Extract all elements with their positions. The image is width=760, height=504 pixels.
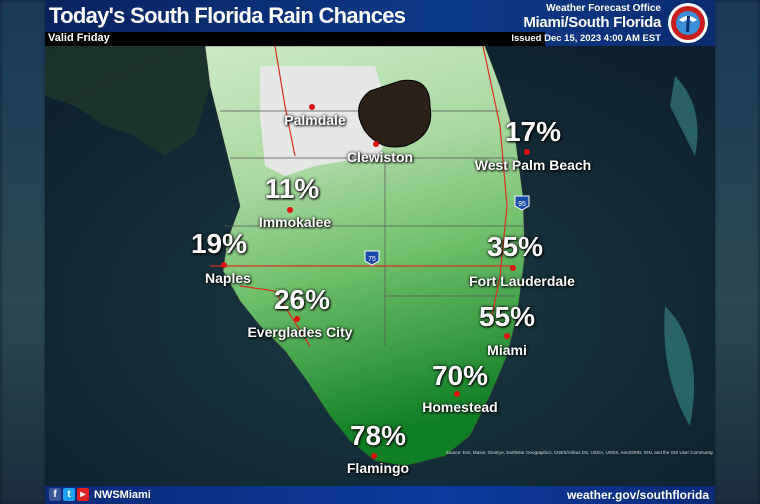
facebook-icon[interactable]: f [49, 488, 61, 501]
city-dot-palmdale [309, 104, 315, 110]
chance-fort-lauderdale: 35% [486, 231, 544, 262]
chance-flamingo: 78% [349, 420, 407, 451]
city-label-fort-lauderdale: Fort Lauderdale [469, 273, 575, 289]
interstate-75-shield: 75 [364, 250, 380, 266]
city-dot-fort-lauderdale [510, 265, 516, 271]
city-dot-clewiston [373, 141, 379, 147]
city-label-immokalee: Immokalee [258, 214, 332, 230]
social-handle[interactable]: NWSMiami [94, 488, 151, 501]
blurred-margin-right [714, 0, 760, 504]
office-name: Miami/South Florida [523, 14, 661, 31]
nws-logo-icon [668, 3, 708, 43]
svg-text:95: 95 [518, 201, 526, 208]
gulf-coast-land [45, 46, 210, 156]
chance-west-palm-beach: 17% [504, 116, 562, 147]
page-title: Today's South Florida Rain Chances [49, 3, 406, 28]
valid-bar [45, 32, 545, 46]
city-dot-immokalee [287, 207, 293, 213]
map-canvas: 75 95 [45, 45, 715, 486]
youtube-icon[interactable]: ▸ [77, 488, 89, 501]
city-label-clewiston: Clewiston [346, 149, 414, 165]
low-chance-area [260, 66, 390, 176]
office-label: Weather Forecast Office [546, 3, 661, 14]
valid-day: Valid Friday [48, 32, 110, 44]
city-label-everglades-city: Everglades City [247, 324, 353, 340]
interstate-95-shield: 95 [514, 195, 530, 211]
chance-immokalee: 11% [264, 173, 320, 204]
bahamas-shallows [664, 76, 698, 426]
city-label-homestead: Homestead [422, 399, 498, 415]
chance-homestead: 70% [431, 360, 489, 391]
highways [210, 45, 515, 347]
svg-text:75: 75 [368, 256, 376, 263]
city-label-palmdale: Palmdale [284, 112, 346, 128]
city-dot-miami [504, 333, 510, 339]
twitter-icon[interactable]: t [63, 488, 75, 501]
city-label-west-palm-beach: West Palm Beach [474, 157, 592, 173]
rain-chance-map: 75 95 Palmdale Clewiston 17% West Palm B… [45, 45, 715, 486]
footer: f t ▸ NWSMiami weather.gov/southflorida [45, 486, 715, 504]
city-dot-naples [221, 262, 227, 268]
social-links: f t ▸ NWSMiami [49, 488, 151, 501]
website-link[interactable]: weather.gov/southflorida [566, 488, 709, 502]
blurred-margin-left [0, 0, 46, 504]
city-label-flamingo: Flamingo [346, 460, 410, 476]
city-label-naples: Naples [205, 270, 251, 286]
city-dot-homestead [454, 391, 460, 397]
chance-naples: 19% [190, 228, 248, 259]
chance-miami: 55% [478, 301, 536, 332]
header: Today's South Florida Rain Chances Valid… [45, 0, 715, 46]
city-dot-everglades-city [294, 316, 300, 322]
city-label-miami: Miami [487, 342, 527, 358]
lake-okeechobee [358, 79, 432, 148]
map-source-credit: Source: Esri, Maxar, GeoEye, Earthstar G… [445, 450, 713, 455]
city-dot-west-palm-beach [524, 149, 530, 155]
chance-everglades-city: 26% [273, 284, 331, 315]
city-dot-flamingo [371, 453, 377, 459]
issued-time: Issued Dec 15, 2023 4:00 AM EST [511, 33, 661, 44]
